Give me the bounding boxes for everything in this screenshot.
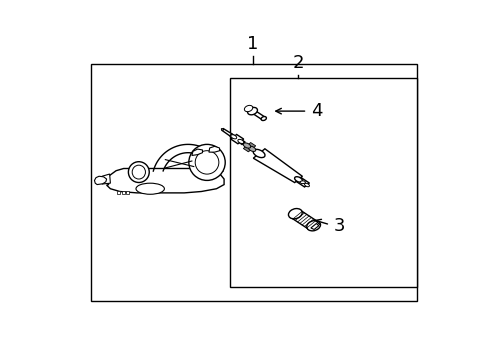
Polygon shape xyxy=(221,129,232,136)
Polygon shape xyxy=(102,174,110,184)
Ellipse shape xyxy=(288,208,302,219)
Text: 3: 3 xyxy=(333,217,345,235)
Bar xyxy=(229,78,417,287)
Polygon shape xyxy=(250,110,265,120)
Polygon shape xyxy=(253,149,302,183)
Bar xyxy=(117,191,120,194)
Bar xyxy=(91,64,416,301)
Polygon shape xyxy=(310,224,318,229)
Polygon shape xyxy=(245,107,255,113)
Ellipse shape xyxy=(304,183,309,187)
Polygon shape xyxy=(106,168,224,193)
Ellipse shape xyxy=(128,162,149,183)
Ellipse shape xyxy=(195,151,219,174)
Polygon shape xyxy=(191,149,202,156)
Polygon shape xyxy=(208,146,219,152)
Ellipse shape xyxy=(248,146,255,152)
Polygon shape xyxy=(243,143,255,152)
Polygon shape xyxy=(296,177,309,187)
Ellipse shape xyxy=(221,129,223,130)
Text: 4: 4 xyxy=(311,102,322,120)
Polygon shape xyxy=(290,210,318,229)
Ellipse shape xyxy=(300,181,305,184)
Bar xyxy=(126,191,129,194)
Ellipse shape xyxy=(132,165,145,179)
Ellipse shape xyxy=(306,221,320,231)
Ellipse shape xyxy=(237,139,243,144)
Ellipse shape xyxy=(261,117,266,121)
Polygon shape xyxy=(94,176,106,185)
Text: 2: 2 xyxy=(292,54,303,72)
Ellipse shape xyxy=(294,177,302,182)
Ellipse shape xyxy=(136,183,164,194)
Ellipse shape xyxy=(253,149,264,158)
Text: 1: 1 xyxy=(246,35,258,53)
Ellipse shape xyxy=(243,143,250,148)
Polygon shape xyxy=(230,134,243,144)
Bar xyxy=(122,191,124,194)
Ellipse shape xyxy=(230,135,236,139)
Ellipse shape xyxy=(188,144,225,180)
Ellipse shape xyxy=(244,105,252,112)
Ellipse shape xyxy=(247,107,257,115)
Polygon shape xyxy=(229,134,244,144)
